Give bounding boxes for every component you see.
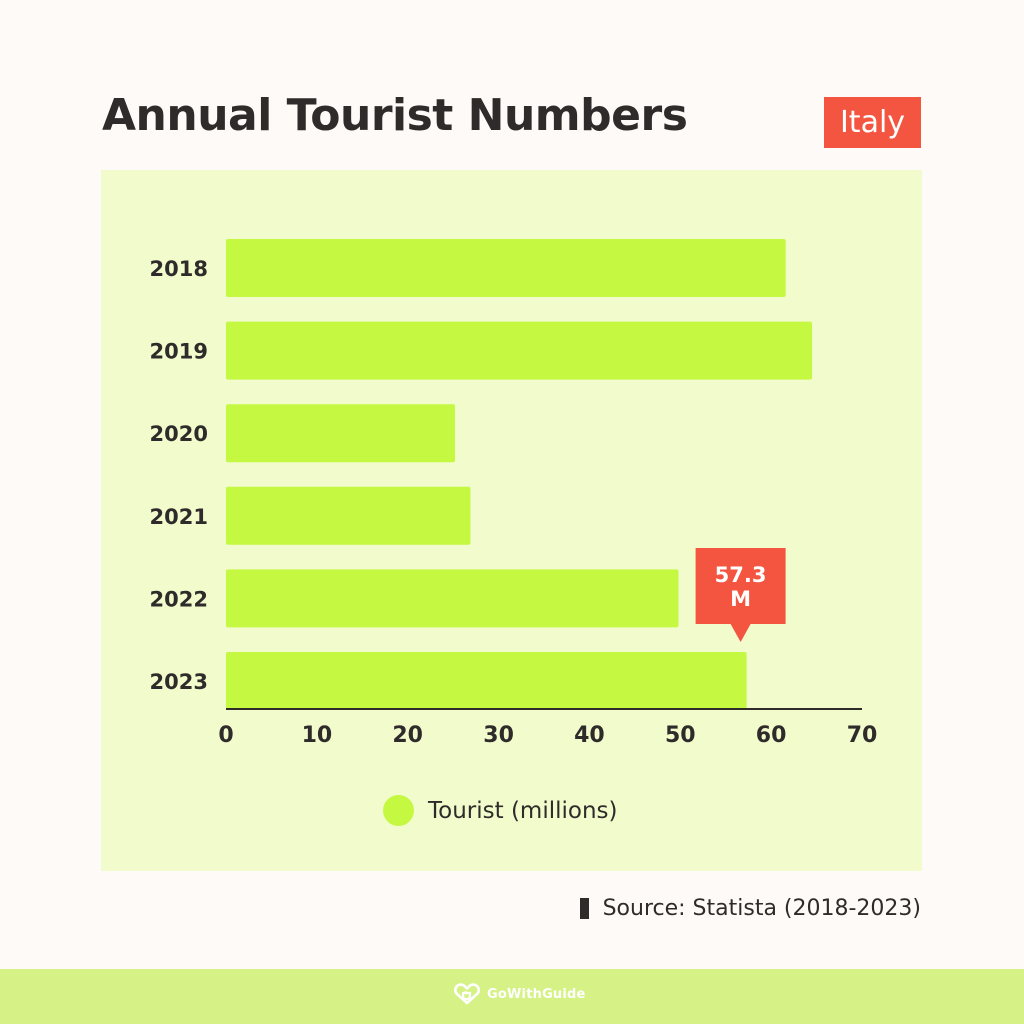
x-tick-label: 30 bbox=[483, 723, 514, 748]
chart-legend: Tourist (millions) bbox=[383, 795, 618, 826]
brand-logo[interactable]: GoWithGuide bbox=[453, 983, 586, 1005]
source-marker-icon bbox=[579, 898, 589, 919]
x-tick-label: 60 bbox=[756, 723, 787, 748]
bar-2021 bbox=[226, 486, 471, 545]
gowithguide-logo-icon bbox=[453, 983, 481, 1005]
y-tick-label: 2019 bbox=[150, 340, 208, 364]
y-tick-label: 2022 bbox=[150, 587, 208, 611]
footer-bar bbox=[0, 969, 1024, 1024]
x-tick-label: 50 bbox=[665, 723, 696, 748]
bar-2020 bbox=[226, 404, 455, 463]
x-tick-label: 10 bbox=[302, 723, 333, 748]
legend-swatch bbox=[383, 795, 414, 826]
bar-2022 bbox=[226, 569, 679, 628]
annotation-unit: M bbox=[730, 587, 751, 611]
annotation-box bbox=[695, 548, 786, 624]
brand-name: GoWithGuide bbox=[487, 986, 586, 1002]
x-tick-label: 0 bbox=[218, 723, 233, 748]
annotation-value: 57.3 bbox=[715, 563, 767, 587]
country-tag: Italy bbox=[824, 97, 921, 148]
y-tick-label: 2018 bbox=[150, 257, 208, 281]
legend-label: Tourist (millions) bbox=[428, 797, 618, 824]
x-tick-label: 40 bbox=[574, 723, 605, 748]
x-tick-label: 70 bbox=[847, 723, 878, 748]
bar-2019 bbox=[226, 321, 812, 380]
y-tick-label: 2020 bbox=[150, 422, 208, 446]
source-note: Source: Statista (2018-2023) bbox=[579, 896, 921, 921]
annotation-pointer bbox=[730, 624, 751, 642]
source-text: Source: Statista (2018-2023) bbox=[602, 896, 921, 921]
bar-2023 bbox=[226, 652, 747, 710]
chart-title: Annual Tourist Numbers bbox=[102, 90, 688, 141]
y-tick-label: 2023 bbox=[150, 670, 208, 694]
x-tick-label: 20 bbox=[392, 723, 423, 748]
y-tick-label: 2021 bbox=[150, 505, 208, 529]
bar-2018 bbox=[226, 239, 786, 297]
